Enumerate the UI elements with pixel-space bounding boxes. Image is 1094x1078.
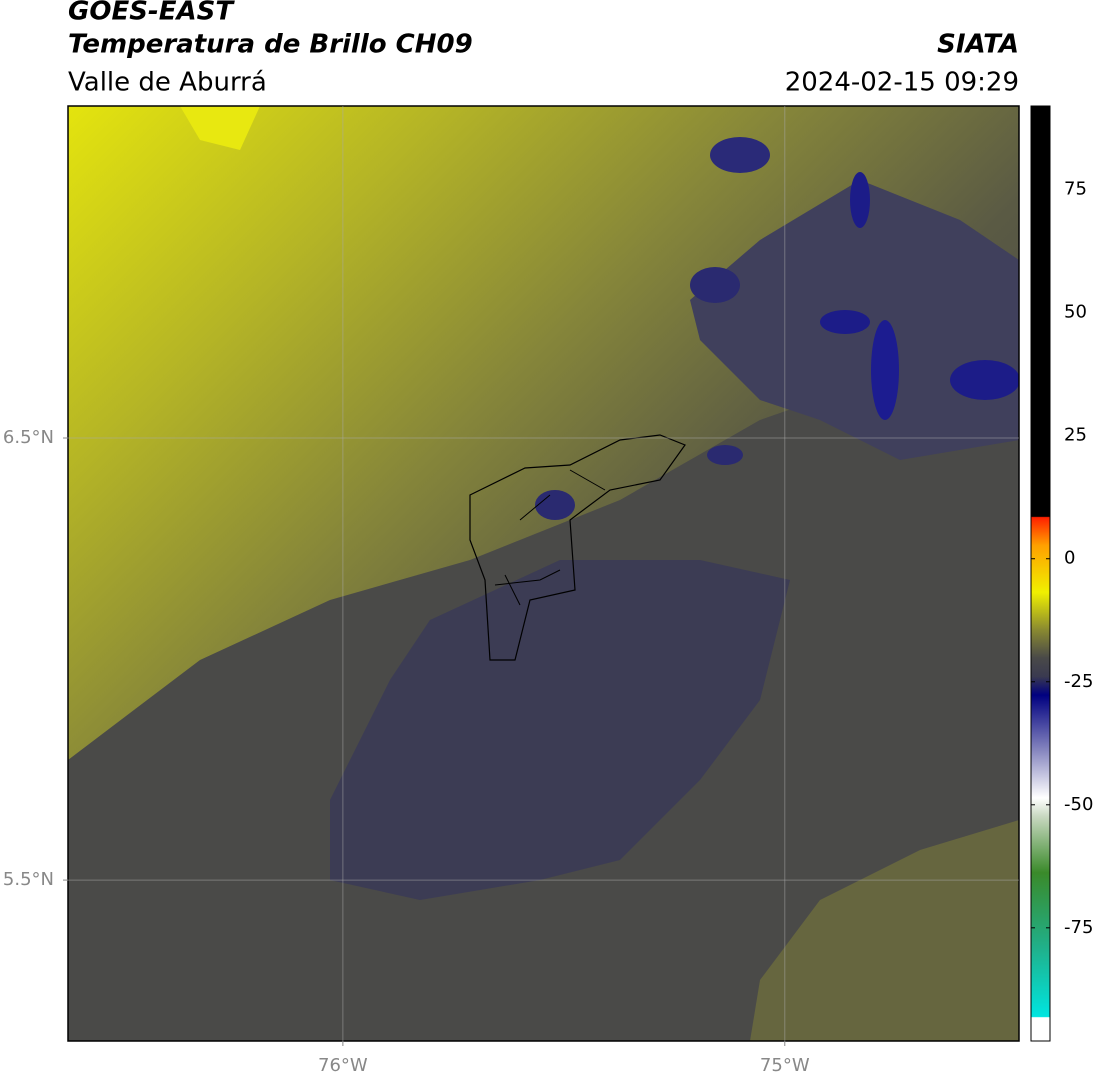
y-tick-label: 5.5°N [3, 869, 54, 890]
colorbar-tick-label: 0 [1064, 548, 1075, 569]
source: SIATA [937, 30, 1019, 60]
y-tick-label: 6.5°N [3, 427, 54, 448]
x-tick-label: 76°W [318, 1055, 368, 1076]
subtitle: Temperatura de Brillo CH09 [68, 30, 473, 60]
colorbar-tick-label: 50 [1064, 302, 1087, 323]
colorbar-tick-label: 25 [1064, 425, 1087, 446]
title: GOES-EAST [68, 0, 235, 27]
colorbar-tick-label: 75 [1064, 179, 1087, 200]
x-tick-label: 75°W [760, 1055, 810, 1076]
datetime: 2024-02-15 09:29 [785, 68, 1019, 98]
region: Valle de Aburrá [68, 68, 267, 98]
map-frame [67, 105, 1020, 1042]
colorbar [1030, 105, 1051, 1042]
colorbar-tick-label: -25 [1064, 671, 1093, 692]
colorbar-tick-label: -50 [1064, 794, 1093, 815]
colorbar-tick-label: -75 [1064, 917, 1093, 938]
map-image [68, 106, 1019, 1041]
